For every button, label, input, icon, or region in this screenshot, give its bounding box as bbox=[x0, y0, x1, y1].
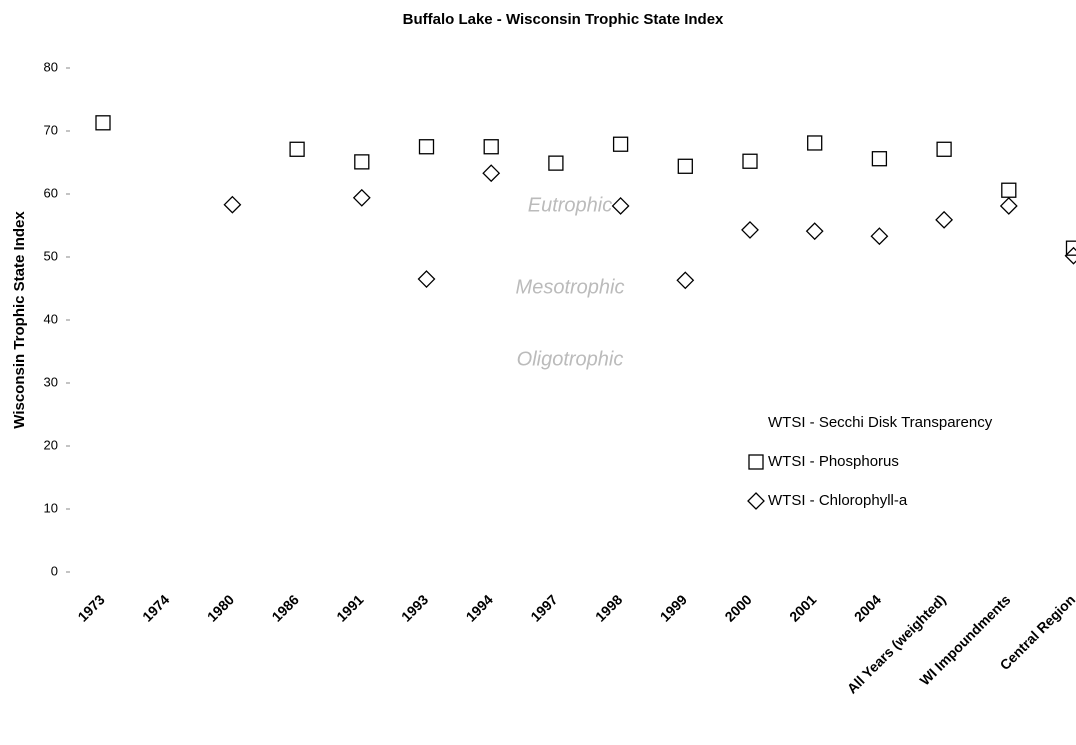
phosphorus-marker bbox=[742, 153, 758, 169]
chlorophyll-marker bbox=[417, 270, 436, 288]
phosphorus-marker bbox=[1001, 182, 1017, 198]
x-tick-label: 1974 bbox=[139, 591, 172, 624]
zone-label: Eutrophic bbox=[528, 194, 613, 216]
chlorophyll-marker bbox=[870, 227, 889, 246]
legend-label: WTSI - Phosphorus bbox=[768, 453, 899, 470]
y-axis-label: Wisconsin Trophic State Index bbox=[11, 211, 28, 429]
phosphorus-marker bbox=[677, 158, 693, 174]
chlorophyll-marker bbox=[223, 195, 242, 214]
x-tick-label: 1997 bbox=[527, 591, 560, 624]
y-tick-label: 80 bbox=[44, 59, 58, 74]
phosphorus-marker bbox=[548, 155, 564, 171]
y-tick-label: 10 bbox=[44, 500, 58, 515]
chlorophyll-marker bbox=[805, 222, 824, 241]
chlorophyll-marker bbox=[747, 492, 765, 510]
phosphorus-marker bbox=[418, 139, 435, 155]
legend-label: WTSI - Secchi Disk Transparency bbox=[768, 414, 993, 431]
phosphorus-marker bbox=[871, 151, 888, 167]
x-tick-label: 1980 bbox=[204, 591, 237, 624]
y-tick-label: 40 bbox=[44, 311, 58, 326]
zone-label: Mesotrophic bbox=[516, 276, 625, 298]
y-tick-label: 60 bbox=[44, 185, 58, 200]
phosphorus-marker bbox=[807, 135, 823, 151]
chlorophyll-marker bbox=[741, 220, 759, 239]
chlorophyll-marker bbox=[1064, 246, 1076, 265]
x-tick-label: 2000 bbox=[721, 591, 754, 624]
x-tick-label: 1993 bbox=[398, 591, 431, 624]
phosphorus-marker bbox=[483, 139, 499, 155]
y-tick-label: 70 bbox=[44, 122, 58, 137]
chlorophyll-marker bbox=[482, 164, 501, 183]
phosphorus-marker bbox=[289, 141, 305, 157]
phosphorus-marker bbox=[612, 136, 629, 152]
phosphorus-marker bbox=[748, 454, 764, 470]
chlorophyll-marker bbox=[676, 271, 695, 290]
chlorophyll-marker bbox=[611, 197, 630, 215]
chlorophyll-marker bbox=[352, 188, 371, 207]
x-tick-label: 1998 bbox=[592, 591, 625, 624]
phosphorus-marker bbox=[1065, 240, 1076, 256]
x-tick-label: 1973 bbox=[74, 591, 107, 624]
zone-label: Oligotrophic bbox=[517, 348, 624, 370]
x-tick-label: 1994 bbox=[463, 591, 496, 624]
y-tick-label: 0 bbox=[51, 563, 58, 578]
x-tick-label: 2004 bbox=[851, 591, 884, 624]
chart-title: Buffalo Lake - Wisconsin Trophic State I… bbox=[403, 11, 724, 28]
chlorophyll-marker bbox=[999, 197, 1018, 215]
chlorophyll-marker bbox=[935, 210, 954, 229]
y-tick-label: 20 bbox=[44, 437, 58, 452]
legend-label: WTSI - Chlorophyll-a bbox=[768, 492, 908, 509]
phosphorus-marker bbox=[354, 154, 370, 170]
phosphorus-marker bbox=[95, 115, 111, 131]
x-tick-label: 1999 bbox=[657, 591, 690, 624]
y-tick-label: 30 bbox=[44, 374, 58, 389]
x-tick-label: 1986 bbox=[268, 591, 301, 624]
x-tick-label: 1991 bbox=[333, 591, 366, 624]
x-tick-label: 2001 bbox=[786, 591, 819, 624]
phosphorus-marker bbox=[936, 141, 952, 157]
y-tick-label: 50 bbox=[44, 248, 58, 263]
